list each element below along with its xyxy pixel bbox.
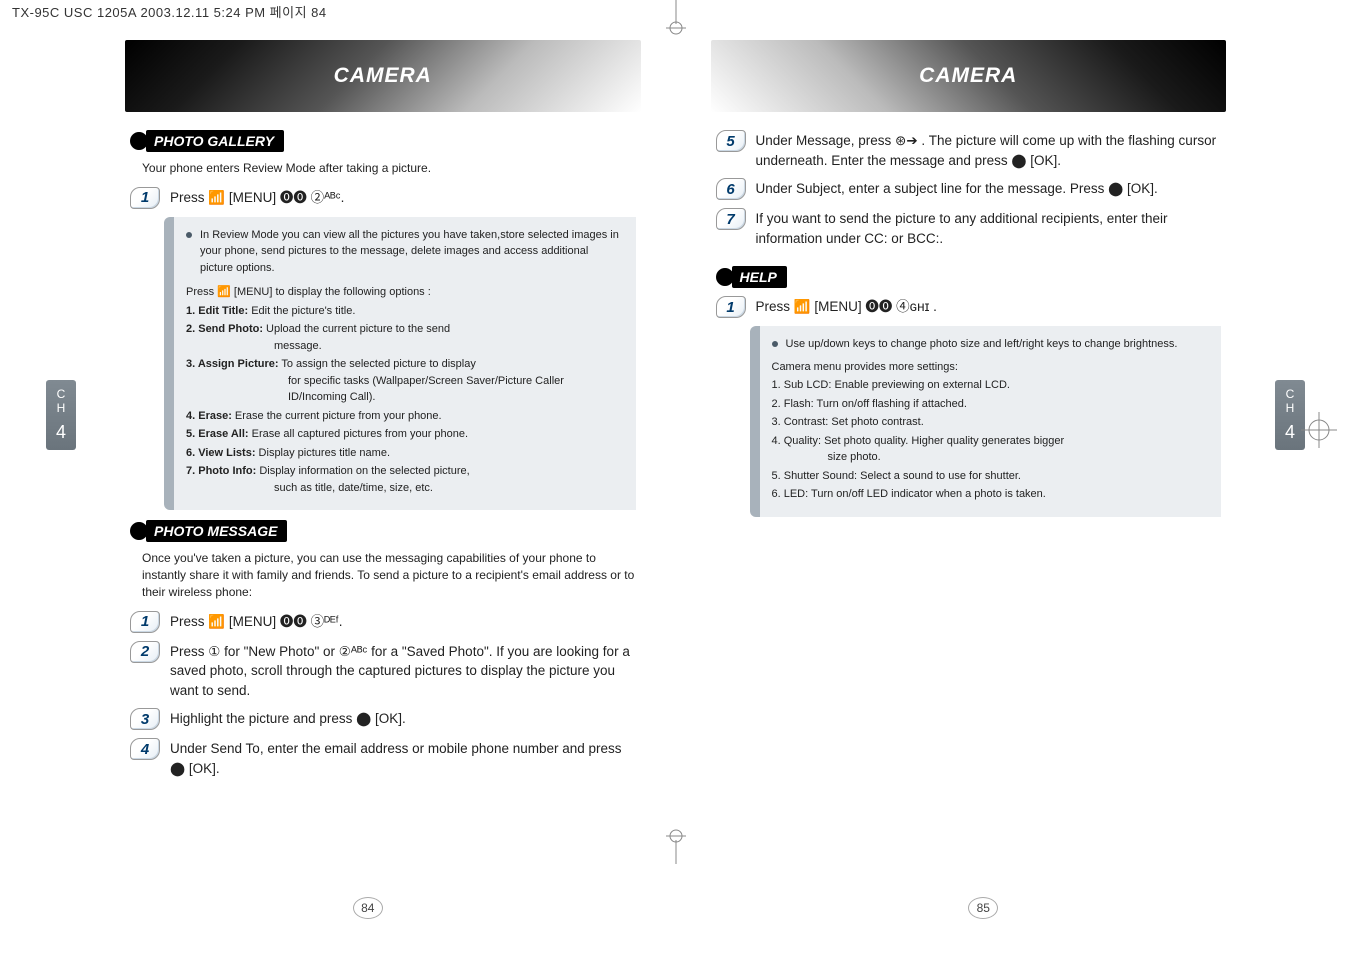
step-text: Highlight the picture and press ⬤ [OK]. <box>170 708 636 729</box>
crop-mark-bottom <box>656 828 696 864</box>
step-badge: 4 <box>130 738 160 760</box>
print-header: TX-95C USC 1205A 2003.12.11 5:24 PM 페이지 … <box>12 2 327 21</box>
help-step-1: 1 Press 📶 [MENU] ⓿⓿ ④ɢʜɪ . <box>716 296 1222 318</box>
step-text: Under Subject, enter a subject line for … <box>756 178 1222 199</box>
registration-target-icon <box>1299 410 1339 450</box>
page-number-left: 84 <box>353 897 383 919</box>
step-text: Press 📶 [MENU] ⓿⓿ ③ᴰᴱᶠ. <box>170 611 636 632</box>
help-item-3: 3. Contrast: Set photo contrast. <box>772 414 1210 431</box>
step-badge: 6 <box>716 178 746 200</box>
info-lead: In Review Mode you can view all the pict… <box>200 227 624 277</box>
step-text: Press 📶 [MENU] ⓿⓿ ②ᴬᴮᶜ. <box>170 187 636 208</box>
message-intro: Once you've taken a picture, you can use… <box>142 550 636 600</box>
page-title-left: CAMERA <box>334 64 432 88</box>
page-title-bar-right: CAMERA <box>711 40 1227 112</box>
step-badge: 1 <box>130 611 160 633</box>
opt-6: 6. View Lists: Display pictures title na… <box>186 445 624 462</box>
spread: C H 4 CAMERA PHOTO GALLERY Your phone en… <box>60 30 1291 894</box>
step-text: If you want to send the picture to any a… <box>756 208 1222 248</box>
right-step-6: 6 Under Subject, enter a subject line fo… <box>716 178 1222 200</box>
info-sub: Press 📶 [MENU] to display the following … <box>186 284 624 301</box>
section-label: PHOTO GALLERY <box>146 130 284 152</box>
bullet-icon <box>772 341 778 347</box>
help-item-1: 1. Sub LCD: Enable previewing on externa… <box>772 377 1210 394</box>
message-step-2: 2 Press ① for "New Photo" or ②ᴬᴮᶜ for a … <box>130 641 636 701</box>
opt-1: 1. Edit Title: Edit the picture's title. <box>186 303 624 320</box>
step-badge: 3 <box>130 708 160 730</box>
right-step-5: 5 Under Message, press ⊛➔ . The picture … <box>716 130 1222 170</box>
bullet-icon <box>186 232 192 238</box>
right-step-7: 7 If you want to send the picture to any… <box>716 208 1222 248</box>
step-badge: 7 <box>716 208 746 230</box>
help-lead: Use up/down keys to change photo size an… <box>786 336 1178 353</box>
message-step-4: 4 Under Send To, enter the email address… <box>130 738 636 778</box>
step-text: Press ① for "New Photo" or ②ᴬᴮᶜ for a "S… <box>170 641 636 701</box>
opt-5: 5. Erase All: Erase all captured picture… <box>186 426 624 443</box>
step-text: Under Send To, enter the email address o… <box>170 738 636 778</box>
chapter-tab-left: C H 4 <box>46 380 76 450</box>
help-info-box: Use up/down keys to change photo size an… <box>750 326 1222 517</box>
section-dot-icon <box>716 268 734 286</box>
page-title-bar-left: CAMERA <box>125 40 641 112</box>
message-step-1: 1 Press 📶 [MENU] ⓿⓿ ③ᴰᴱᶠ. <box>130 611 636 633</box>
section-label: PHOTO MESSAGE <box>146 520 287 542</box>
step-badge: 5 <box>716 130 746 152</box>
gallery-info-box: In Review Mode you can view all the pict… <box>164 217 636 511</box>
page-number-right: 85 <box>968 897 998 919</box>
opt-2: 2. Send Photo: Upload the current pictur… <box>186 321 624 354</box>
page-left: C H 4 CAMERA PHOTO GALLERY Your phone en… <box>60 30 676 894</box>
step-badge: 1 <box>716 296 746 318</box>
help-item-6: 6. LED: Turn on/off LED indicator when a… <box>772 486 1210 503</box>
section-photo-gallery: PHOTO GALLERY <box>130 130 636 152</box>
step-text: Under Message, press ⊛➔ . The picture wi… <box>756 130 1222 170</box>
help-item-5: 5. Shutter Sound: Select a sound to use … <box>772 468 1210 485</box>
section-label: HELP <box>732 266 787 288</box>
opt-7: 7. Photo Info: Display information on th… <box>186 463 624 496</box>
gallery-intro: Your phone enters Review Mode after taki… <box>142 160 636 177</box>
opt-3: 3. Assign Picture: To assign the selecte… <box>186 356 624 406</box>
page-right: C H 4 CAMERA 5 Under Message, press ⊛➔ .… <box>676 30 1292 894</box>
opt-4: 4. Erase: Erase the current picture from… <box>186 408 624 425</box>
message-step-3: 3 Highlight the picture and press ⬤ [OK]… <box>130 708 636 730</box>
help-sub: Camera menu provides more settings: <box>772 359 1210 376</box>
step-text: Press 📶 [MENU] ⓿⓿ ④ɢʜɪ . <box>756 296 1222 317</box>
step-badge: 2 <box>130 641 160 663</box>
gallery-step-1: 1 Press 📶 [MENU] ⓿⓿ ②ᴬᴮᶜ. <box>130 187 636 209</box>
help-item-4: 4. Quality: Set photo quality. Higher qu… <box>772 433 1210 466</box>
help-item-2: 2. Flash: Turn on/off flashing if attach… <box>772 396 1210 413</box>
section-photo-message: PHOTO MESSAGE <box>130 520 636 542</box>
step-badge: 1 <box>130 187 160 209</box>
page-title-right: CAMERA <box>919 64 1017 88</box>
section-help: HELP <box>716 266 1222 288</box>
